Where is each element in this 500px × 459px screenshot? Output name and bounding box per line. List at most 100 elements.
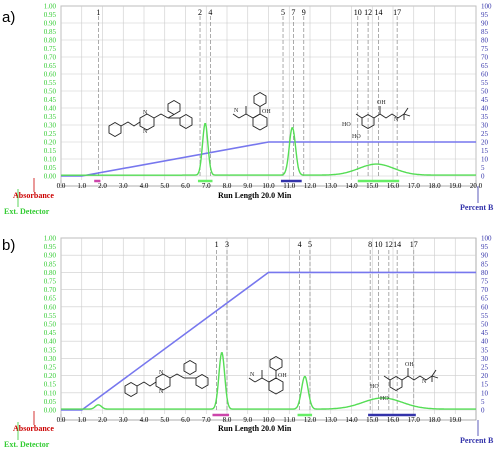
panel-a-left-tick-label: 0.40 — [44, 105, 57, 113]
panel-a-right-tick-label: 50 — [481, 88, 489, 96]
panel-b-structure-salbutamol — [383, 368, 439, 392]
panel-b-structure-oh-group: OH — [278, 373, 287, 379]
panel-b-fraction-markers: 1 3 4 5 8 10 12 14 17 — [215, 240, 418, 410]
panel-b-chromatogram: b) 1 3 4 5 8 10 12 14 17 0.000.050.100.150.200.2… — [2, 235, 494, 450]
panel-a-left-tick-label: 0.70 — [44, 54, 57, 62]
panel-b-fraction-label: 1 — [215, 240, 219, 249]
panel-b-x-tick-label: 3.0 — [119, 416, 128, 424]
panel-a-right-tick-label: 15 — [481, 147, 489, 155]
panel-a-detector-label: Ext. Detector — [4, 207, 50, 216]
panel-a-fraction-label: 4 — [208, 8, 212, 17]
panel-a-fraction-markers: 1 2 4 5 7 9 10 12 14 17 — [96, 8, 401, 176]
panel-a-x-tick-label: 19.0 — [449, 182, 462, 190]
panel-a-left-tick-label: 0.55 — [44, 79, 57, 87]
panel-a-right-tick-label: 5 — [481, 164, 485, 172]
panel-b-right-tick-label: 100 — [481, 235, 492, 243]
panel-b-structure-oh-group: HO — [380, 396, 389, 402]
panel-a-fraction-label: 5 — [281, 8, 285, 17]
panel-b-x-tick-label: 0.0 — [57, 416, 66, 424]
panel-b-right-tick-label: 65 — [481, 295, 489, 303]
panel-a-right-tick-label: 55 — [481, 79, 489, 87]
panel-b-x-tick-label: 17.0 — [408, 416, 421, 424]
panel-b-absorbance-trace — [61, 352, 476, 410]
panel-b-right-tick-label: 30 — [481, 355, 489, 363]
panel-b-x-tick-label: 11.0 — [283, 416, 295, 424]
panel-b-x-tick-label: 16.0 — [387, 416, 400, 424]
panel-b-fraction-label: 3 — [225, 240, 229, 249]
panel-a-x-tick-label: 5.0 — [160, 182, 169, 190]
panel-b-left-tick-label: 0.30 — [44, 355, 57, 363]
panel-b-structure-n-atom: N — [422, 379, 427, 385]
panel-a-right-tick-label: 85 — [481, 28, 489, 36]
panel-a-left-tick-label: 0.20 — [44, 139, 57, 147]
panel-b-x-tick-label: 4.0 — [140, 416, 149, 424]
panel-a-fraction-label: 12 — [364, 8, 372, 17]
panel-a-x-tick-label: 9.0 — [243, 182, 252, 190]
panel-b-detector-label: Ext. Detector — [4, 440, 50, 449]
panel-a-x-tick-label: 14.0 — [345, 182, 358, 190]
panel-a-structure-n-atom: N — [394, 117, 399, 123]
panel-a-grid — [60, 5, 477, 180]
panel-a-right-tick-label: 90 — [481, 20, 489, 28]
panel-b-left-tick-label: 0.80 — [44, 269, 57, 277]
panel-b-left-tick-label: 0.90 — [44, 252, 57, 260]
panel-b-right-tick-label: 25 — [481, 364, 489, 372]
panel-b-structure-piperazine — [124, 359, 209, 398]
panel-b-right-tick-label: 5 — [481, 398, 485, 406]
panel-a-left-tick-label: 0.95 — [44, 11, 57, 19]
panel-b-right-tick-label: 95 — [481, 243, 489, 251]
panel-a-structure-salbutamol — [355, 106, 411, 130]
panel-a-fraction-label: 9 — [302, 8, 306, 17]
panel-a-x-tick-label: 4.0 — [140, 182, 149, 190]
panel-a-fraction-label: 10 — [354, 8, 362, 17]
panel-b-left-tick-label: 0.15 — [44, 381, 57, 389]
panel-a-left-tick-label: 0.30 — [44, 122, 57, 130]
panel-a-left-tick-label: 0.05 — [44, 164, 57, 172]
panel-b-left-tick-label: 0.05 — [44, 398, 57, 406]
panel-a-x-tick-label: 16.0 — [387, 182, 400, 190]
panel-a-x-axis-label: Run Length 20.0 Min — [218, 191, 292, 200]
panel-b-left-tick-label: 0.55 — [44, 312, 57, 320]
panel-a-right-tick-label: 25 — [481, 130, 489, 138]
panel-a-left-tick-label: 0.50 — [44, 88, 57, 96]
panel-a-x-tick-label: 18.0 — [428, 182, 441, 190]
panel-b-right-tick-label: 90 — [481, 252, 489, 260]
panel-a-left-tick-label: 0.25 — [44, 130, 57, 138]
panel-b-right-tick-label: 0 — [481, 407, 485, 415]
panel-a-x-tick-label: 3.0 — [119, 182, 128, 190]
panel-b-right-axis-ticks: 0510152025303540455055606570758085909510… — [481, 235, 492, 415]
panel-a-x-tick-label: 7.0 — [202, 182, 211, 190]
panel-a-percent-b-label: Percent B — [460, 203, 494, 212]
panel-a-fraction-label: 2 — [198, 8, 202, 17]
panel-b-left-tick-label: 0.95 — [44, 243, 57, 251]
panel-a-x-tick-label: 6.0 — [181, 182, 190, 190]
panel-b-x-tick-label: 6.0 — [181, 416, 190, 424]
panel-b-right-tick-label: 15 — [481, 381, 489, 389]
panel-a-right-tick-label: 100 — [481, 3, 492, 11]
panel-b-left-tick-label: 0.85 — [44, 260, 57, 268]
panel-b-left-tick-label: 0.00 — [44, 407, 57, 415]
panel-a-x-tick-label: 0.0 — [57, 182, 66, 190]
panel-b-fraction-label: 8 — [368, 240, 372, 249]
panel-a-structure-oh-group: HO — [342, 122, 351, 128]
panel-a-right-tick-label: 0 — [481, 173, 485, 181]
panel-b-left-axis-ticks: 0.000.050.100.150.200.250.300.350.400.45… — [44, 235, 57, 415]
panel-b-fraction-label: 10 — [374, 240, 382, 249]
panel-a-gradient-line — [61, 141, 476, 177]
panel-b-left-tick-label: 0.20 — [44, 372, 57, 380]
panel-b-left-tick-label: 0.50 — [44, 321, 57, 329]
panel-b-x-axis-ticks: 0.0 1.0 2.0 3.0 4.0 5.0 6.0 7.0 8.0 9.0 10.0 11.0 12… — [57, 416, 462, 424]
panel-a-right-tick-label: 65 — [481, 62, 489, 70]
panel-a-x-tick-label: 12.0 — [304, 182, 317, 190]
panel-a-structure-venlafaxine — [232, 91, 268, 131]
panel-b-x-tick-label: 14.0 — [345, 416, 358, 424]
panel-b-left-tick-label: 0.10 — [44, 389, 57, 397]
panel-b-right-tick-label: 45 — [481, 329, 489, 337]
panel-a-right-tick-label: 45 — [481, 96, 489, 104]
panel-b-right-tick-label: 85 — [481, 260, 489, 268]
panel-a-x-tick-label: 10.0 — [262, 182, 275, 190]
panel-b-structure-oh-group: HO — [370, 384, 379, 390]
panel-b-fraction-label: 5 — [308, 240, 312, 249]
panel-a-left-tick-label: 0.75 — [44, 45, 57, 53]
panel-b-right-tick-label: 80 — [481, 269, 489, 277]
